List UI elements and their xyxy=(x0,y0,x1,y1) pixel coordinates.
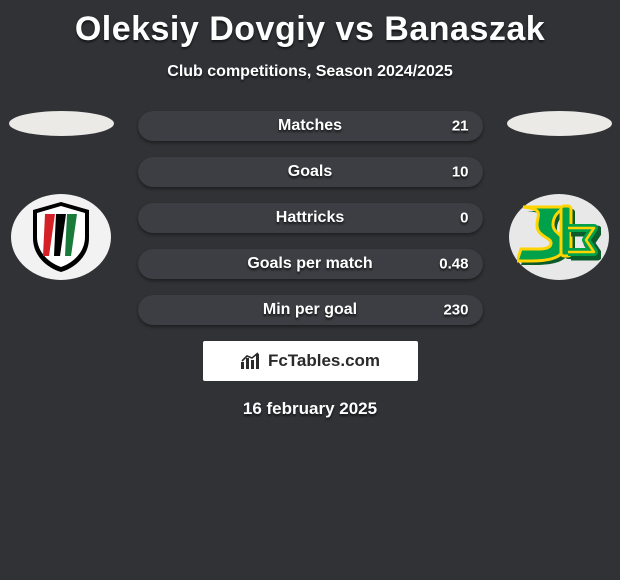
stat-right-value: 10 xyxy=(452,164,469,181)
stat-right-value: 230 xyxy=(443,302,468,319)
stat-row: Goals per match 0.48 xyxy=(138,249,483,279)
stat-row: Goals 10 xyxy=(138,157,483,187)
stat-row: Matches 21 xyxy=(138,111,483,141)
stat-label: Matches xyxy=(278,117,342,135)
left-club-badge xyxy=(11,194,111,280)
left-player-photo xyxy=(9,111,114,136)
stat-row: Hattricks 0 xyxy=(138,203,483,233)
club-logo-icon xyxy=(517,201,601,273)
stat-right-value: 0 xyxy=(460,210,468,227)
stat-label: Min per goal xyxy=(263,301,357,319)
brand-text: FcTables.com xyxy=(268,351,380,371)
stat-right-value: 0.48 xyxy=(439,256,468,273)
stat-label: Goals per match xyxy=(247,255,372,273)
stat-row: Min per goal 230 xyxy=(138,295,483,325)
stat-label: Goals xyxy=(288,163,332,181)
subtitle: Club competitions, Season 2024/2025 xyxy=(0,63,620,81)
shield-icon xyxy=(29,200,93,274)
stats-bars: Matches 21 Goals 10 Hattricks 0 Goals pe… xyxy=(138,111,483,325)
left-player-column xyxy=(6,111,116,280)
brand-badge: FcTables.com xyxy=(203,341,418,381)
page-title: Oleksiy Dovgiy vs Banaszak xyxy=(0,0,620,49)
bar-chart-icon xyxy=(240,352,262,370)
stat-label: Hattricks xyxy=(276,209,344,227)
comparison-panel: Matches 21 Goals 10 Hattricks 0 Goals pe… xyxy=(0,111,620,419)
date-text: 16 february 2025 xyxy=(0,399,620,419)
right-player-column xyxy=(504,111,614,280)
right-club-badge xyxy=(509,194,609,280)
right-player-photo xyxy=(507,111,612,136)
stat-right-value: 21 xyxy=(452,118,469,135)
